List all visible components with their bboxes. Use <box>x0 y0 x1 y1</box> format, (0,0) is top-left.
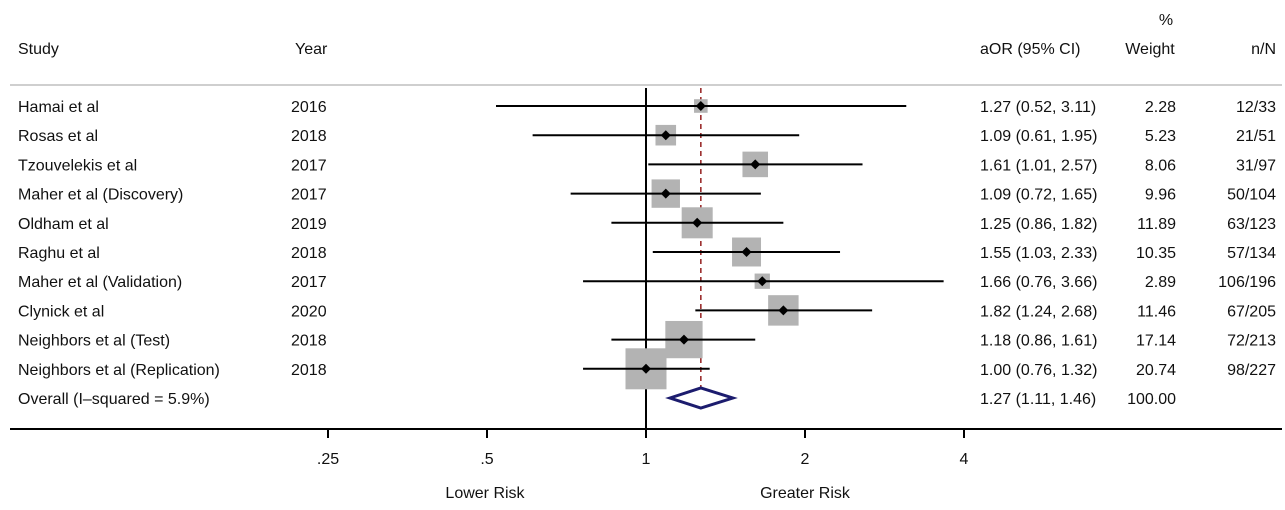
study-year: 2018 <box>291 333 327 350</box>
x-tick-label: 4 <box>960 451 969 468</box>
point-estimate <box>741 247 752 257</box>
study-n-over-n: 50/104 <box>1227 187 1276 204</box>
point-estimate <box>750 159 761 170</box>
study-weight: 2.28 <box>1145 99 1176 116</box>
header-weight-percent: % <box>1159 12 1173 29</box>
study-n-over-n: 67/205 <box>1227 303 1276 320</box>
point-estimate <box>695 101 706 111</box>
point-estimate <box>660 188 671 199</box>
study-year: 2017 <box>291 274 327 291</box>
point-estimate <box>660 130 671 141</box>
point-estimate <box>641 363 651 374</box>
point-estimate <box>678 334 689 345</box>
overall-diamond <box>665 386 738 410</box>
study-year: 2020 <box>291 303 327 320</box>
study-n-over-n: 72/213 <box>1227 333 1276 350</box>
study-year: 2018 <box>291 362 327 379</box>
rows-layer: Hamai et al 2016 1.27 (0.52, 3.11) 2.28 12/3… <box>18 99 1276 408</box>
x-tick-label: 2 <box>801 451 810 468</box>
study-estimate: 1.09 (0.61, 1.95) <box>980 128 1097 145</box>
header-study: Study <box>18 41 59 58</box>
point-estimate <box>692 217 703 228</box>
study-n-over-n: 106/196 <box>1218 274 1276 291</box>
study-year: 2017 <box>291 187 327 204</box>
overall-label: Overall (I–squared = 5.9%) <box>18 391 210 408</box>
study-weight: 11.89 <box>1137 216 1176 233</box>
point-estimate <box>757 276 768 287</box>
study-n-over-n: 98/227 <box>1227 362 1276 379</box>
study-estimate: 1.25 (0.86, 1.82) <box>980 216 1097 233</box>
study-name: Rosas et al <box>18 128 98 145</box>
study-weight: 20.74 <box>1136 362 1176 379</box>
study-estimate: 1.66 (0.76, 3.66) <box>980 274 1097 291</box>
study-name: Neighbors et al (Replication) <box>18 362 220 379</box>
study-weight: 17.14 <box>1136 333 1176 350</box>
study-weight: 5.23 <box>1145 128 1176 145</box>
study-n-over-n: 12/33 <box>1236 99 1276 116</box>
study-name: Maher et al (Discovery) <box>18 187 183 204</box>
overall-weight: 100.00 <box>1127 391 1176 408</box>
study-weight: 2.89 <box>1145 274 1176 291</box>
study-weight: 10.35 <box>1136 245 1176 262</box>
study-n-over-n: 21/51 <box>1236 128 1276 145</box>
study-name: Neighbors et al (Test) <box>18 333 170 350</box>
x-tick-label: .5 <box>480 451 493 468</box>
x-tick-label: .25 <box>317 451 339 468</box>
study-year: 2017 <box>291 157 327 174</box>
study-year: 2018 <box>291 245 327 262</box>
study-n-over-n: 31/97 <box>1236 157 1276 174</box>
direction-label-left: Lower Risk <box>445 485 525 502</box>
study-n-over-n: 57/134 <box>1227 245 1276 262</box>
study-weight: 11.46 <box>1137 303 1176 320</box>
study-name: Clynick et al <box>18 303 104 320</box>
overall-estimate: 1.27 (1.11, 1.46) <box>980 391 1096 408</box>
study-name: Raghu et al <box>18 245 100 262</box>
header-estimate: aOR (95% CI) <box>980 41 1080 58</box>
study-weight: 9.96 <box>1145 187 1176 204</box>
study-name: Oldham et al <box>18 216 109 233</box>
study-estimate: 1.18 (0.86, 1.61) <box>980 333 1097 350</box>
study-estimate: 1.00 (0.76, 1.32) <box>980 362 1097 379</box>
x-axis: .25 .5 1 2 4 <box>317 429 969 468</box>
study-estimate: 1.27 (0.52, 3.11) <box>980 99 1096 116</box>
marks-layer <box>495 88 944 429</box>
study-year: 2018 <box>291 128 327 145</box>
header-n-over-n: n/N <box>1251 41 1276 58</box>
direction-label-right: Greater Risk <box>760 485 851 502</box>
header-year: Year <box>295 41 328 58</box>
study-estimate: 1.09 (0.72, 1.65) <box>980 187 1097 204</box>
study-name: Tzouvelekis et al <box>18 157 137 174</box>
study-n-over-n: 63/123 <box>1227 216 1276 233</box>
study-name: Hamai et al <box>18 99 99 116</box>
header-weight: Weight <box>1125 41 1175 58</box>
x-tick-label: 1 <box>642 451 651 468</box>
point-estimate <box>778 305 789 316</box>
study-estimate: 1.61 (1.01, 2.57) <box>980 157 1097 174</box>
study-estimate: 1.82 (1.24, 2.68) <box>980 303 1097 320</box>
study-estimate: 1.55 (1.03, 2.33) <box>980 245 1097 262</box>
study-name: Maher et al (Validation) <box>18 274 182 291</box>
study-year: 2016 <box>291 99 327 116</box>
study-weight: 8.06 <box>1145 157 1176 174</box>
study-year: 2019 <box>291 216 327 233</box>
